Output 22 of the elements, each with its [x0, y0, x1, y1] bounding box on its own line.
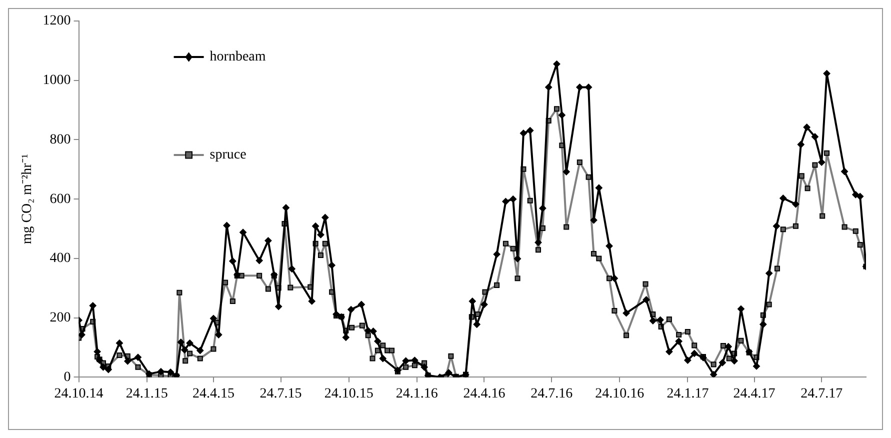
x-tick-label: 24.10.16 [595, 386, 644, 402]
y-tick-label: 0 [64, 370, 71, 385]
y-tick-label: 1000 [42, 73, 71, 88]
x-tick-label: 24.1.16 [396, 386, 438, 402]
y-tick-label: 800 [50, 132, 71, 148]
x-tick-label: 24.1.17 [666, 386, 709, 402]
y-axis-title: mg CO₂ m⁻²hr⁻¹ [20, 154, 36, 244]
x-tick-label: 24.1.15 [126, 386, 168, 402]
x-tick-label: 24.4.17 [733, 386, 776, 402]
y-tick-label: 400 [50, 251, 71, 266]
x-tick-label: 24.7.16 [530, 386, 573, 402]
y-tick-label: 1200 [42, 14, 71, 29]
legend-label: hornbeam [210, 50, 266, 65]
x-tick-label: 24.4.16 [463, 386, 506, 402]
x-tick-label: 24.7.17 [800, 386, 843, 402]
x-tick-label: 24.10.14 [54, 386, 104, 402]
x-tick-label: 24.10.15 [324, 386, 374, 402]
x-tick-label: 24.4.15 [192, 386, 234, 402]
x-tick-label: 24.7.15 [260, 386, 302, 402]
legend-label: spruce [210, 148, 246, 163]
y-tick-label: 600 [50, 192, 71, 207]
y-tick-label: 200 [50, 310, 71, 326]
